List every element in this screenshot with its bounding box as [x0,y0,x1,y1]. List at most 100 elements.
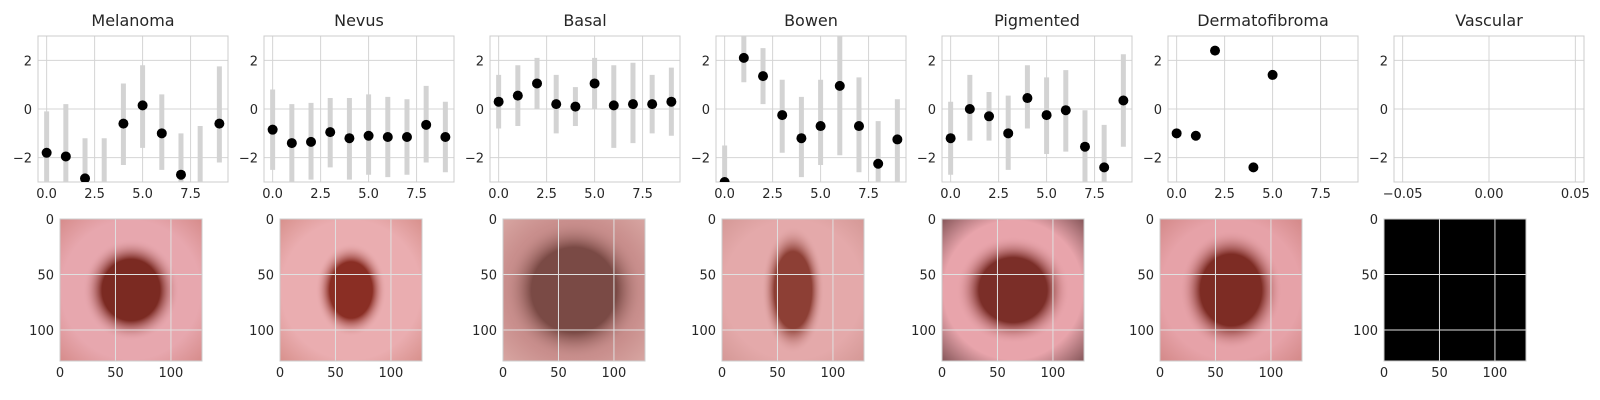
lesion-image [942,219,1084,361]
image-x-tick-label: 0 [1380,366,1388,381]
image-vignette [60,219,202,361]
y-tick-label: −2 [13,152,32,167]
image-y-tick-label: 0 [928,213,936,228]
x-tick-label: 7.5 [632,187,653,202]
image-vignette [942,219,1084,361]
y-tick-label: −2 [1143,152,1162,167]
image-panel-1: 0 50 100 0 50 100 [249,213,423,381]
image-frame [721,218,865,362]
y-tick-label: −2 [1369,152,1388,167]
image-panel-5: 0 50 100 0 50 100 [1129,213,1303,381]
image-frame [941,218,1085,362]
y-tick-label: −2 [691,152,710,167]
scatter-panel-0: 0.0 2.5 5.0 7.5 −2 0 2 Melanoma [13,11,229,202]
scatter-panel-2: 0.0 2.5 5.0 7.5 −2 0 2 Basal [465,11,681,202]
data-point [60,151,71,162]
data-layer [945,54,1129,182]
x-tick-label: 2.5 [536,187,557,202]
image-x-tick-label: 50 [1207,366,1224,381]
data-point [286,138,297,149]
image-x-tick-label: 100 [1259,366,1284,381]
x-tick-label: 0.0 [1166,187,1187,202]
x-tick-label: 2.5 [310,187,331,202]
y-tick-label: 2 [928,54,936,69]
image-y-tick-label: 100 [691,324,716,339]
x-tick-label: 5.0 [584,187,605,202]
y-tick-label: 2 [476,54,484,69]
lesion-image [503,219,645,361]
data-point [796,133,807,144]
x-tick-label: 0.0 [262,187,283,202]
data-point [589,78,600,89]
data-point [1118,95,1129,106]
data-point [1003,128,1014,139]
image-background [1384,219,1526,361]
lesion-image [60,219,202,361]
data-point [1041,110,1052,121]
panel-title: Bowen [784,11,838,30]
image-y-tick-label: 100 [1129,324,1154,339]
data-point [1060,105,1071,116]
data-point [719,177,730,182]
image-frame [59,218,203,362]
data-point [80,173,91,182]
data-layer [1171,45,1278,173]
x-tick-label: 2.5 [762,187,783,202]
scatter-panels: 0.0 2.5 5.0 7.5 −2 0 2 Melanoma 0.0 2.5 5.0 7.5 −2 0 2… [13,11,1590,202]
x-tick-label: 0.0 [940,187,961,202]
image-frame [502,218,646,362]
axes-frame [1167,35,1359,183]
x-tick-label: 0.05 [1561,187,1590,202]
image-vignette [722,219,864,361]
scatter-panel-4: 0.0 2.5 5.0 7.5 −2 0 2 Pigmented [917,11,1133,202]
image-x-tick-label: 100 [1041,366,1066,381]
image-y-tick-label: 0 [266,213,274,228]
x-tick-label: 7.5 [180,187,201,202]
x-tick-label: 0.0 [714,187,735,202]
panel-title: Pigmented [994,11,1080,30]
data-point [344,133,355,144]
data-point [984,111,995,122]
lesion-image [1384,219,1526,361]
scatter-panel-5: 0.0 2.5 5.0 7.5 −2 0 2 Dermatofibroma [1143,11,1359,202]
image-x-tick-label: 0 [499,366,507,381]
y-tick-label: −2 [465,152,484,167]
axes-frame [489,35,681,183]
data-layer [267,85,451,182]
image-vignette [280,219,422,361]
data-point [1210,45,1221,56]
y-tick-label: 2 [702,54,710,69]
data-point [608,100,619,111]
image-y-tick-label: 50 [257,268,274,283]
y-tick-label: 2 [1154,54,1162,69]
image-y-tick-label: 50 [37,268,54,283]
image-x-tick-label: 0 [938,366,946,381]
x-tick-label: 5.0 [1036,187,1057,202]
image-x-tick-label: 50 [1431,366,1448,381]
data-point [1190,130,1201,141]
data-point [666,96,677,107]
image-panel-0: 0 50 100 0 50 100 [29,213,203,381]
image-x-tick-label: 0 [718,366,726,381]
data-point [964,104,975,114]
data-layer [719,36,903,182]
x-tick-label: 7.5 [406,187,427,202]
data-point [627,99,638,110]
data-point [118,118,129,129]
data-point [137,100,148,111]
data-point [532,78,543,89]
lesion-image [1160,219,1302,361]
image-x-tick-label: 50 [989,366,1006,381]
image-vignette [503,219,645,361]
y-tick-label: −2 [917,152,936,167]
data-point [551,99,562,110]
data-point [382,131,393,142]
y-tick-label: 0 [476,103,484,118]
data-point [647,99,658,110]
data-point [214,118,225,129]
y-tick-label: −2 [239,152,258,167]
data-point [325,127,336,138]
x-tick-label: 7.5 [1310,187,1331,202]
y-tick-label: 0 [928,103,936,118]
axes-frame [1393,35,1585,183]
